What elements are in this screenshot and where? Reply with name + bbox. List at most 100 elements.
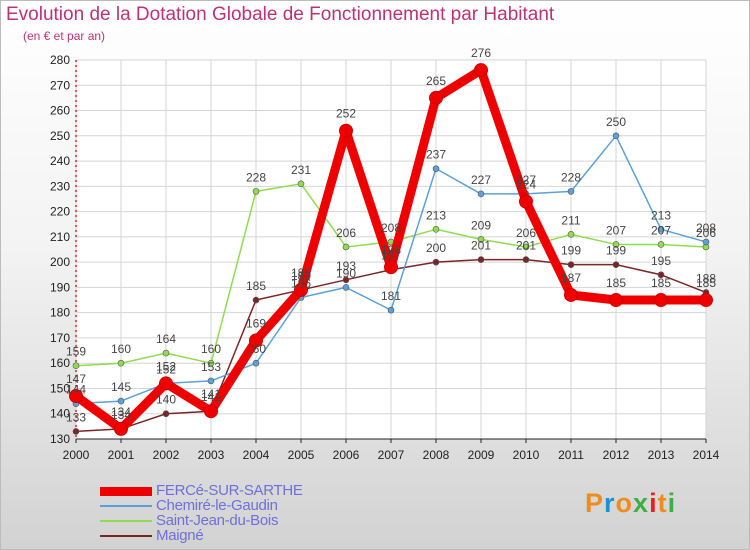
logo-letter: x (633, 488, 650, 518)
x-tick-label: 2003 (198, 448, 225, 462)
x-tick-label: 2007 (378, 448, 405, 462)
x-tick-label: 2001 (108, 448, 135, 462)
data-point (612, 241, 620, 248)
data-label: 209 (471, 218, 491, 232)
data-label: 160 (201, 342, 221, 356)
x-tick-label: 2014 (693, 448, 720, 462)
x-tick-label: 2012 (603, 448, 630, 462)
data-point (249, 333, 263, 348)
x-tick-label: 2005 (288, 448, 315, 462)
data-label: 206 (336, 226, 356, 240)
data-point (297, 180, 305, 188)
x-tick-label: 2011 (558, 448, 584, 462)
data-point (654, 293, 668, 308)
data-label: 193 (336, 259, 356, 273)
data-label: 134 (111, 408, 131, 422)
x-tick-label: 2002 (153, 448, 180, 462)
data-point (432, 225, 440, 233)
logo-letter: o (615, 488, 634, 518)
data-label: 140 (156, 393, 176, 407)
data-label: 181 (381, 289, 401, 303)
data-point (657, 241, 665, 248)
data-label: 206 (696, 226, 716, 240)
data-point (252, 188, 260, 195)
data-point (522, 243, 530, 251)
series-Saint-Jean-du-Bois (72, 180, 710, 370)
data-point (162, 349, 170, 357)
y-tick-label: 180 (50, 306, 70, 320)
data-label: 252 (336, 107, 356, 121)
data-label: 159 (66, 345, 86, 359)
x-tick-label: 2010 (513, 448, 540, 462)
data-point (117, 359, 125, 367)
logo-letter: P (585, 488, 605, 518)
y-tick-label: 260 (50, 104, 70, 118)
data-point (342, 284, 350, 291)
data-point (339, 123, 353, 138)
y-tick-label: 220 (50, 205, 70, 219)
data-label: 213 (651, 208, 671, 222)
chart-subtitle: (en € et par an) (23, 29, 106, 43)
data-point (429, 90, 443, 105)
y-tick-label: 200 (50, 255, 70, 269)
data-point (342, 276, 350, 284)
data-label: 144 (66, 383, 86, 397)
data-point (564, 287, 578, 302)
logo-letter: r (604, 488, 616, 518)
data-label: 160 (111, 342, 131, 356)
legend-swatch (100, 486, 152, 496)
data-point (609, 293, 623, 308)
x-tick-label: 2004 (243, 448, 270, 462)
data-label: 134 (111, 405, 131, 419)
data-label: 198 (381, 243, 401, 257)
logo-letter: i (649, 488, 658, 518)
data-point (342, 243, 350, 251)
data-point (207, 377, 215, 385)
legend-label: Saint-Jean-du-Bois (156, 512, 279, 529)
y-tick-label: 150 (50, 381, 70, 395)
data-label: 164 (156, 332, 176, 346)
y-tick-label: 250 (50, 129, 70, 143)
legend-swatch (100, 505, 152, 507)
data-label: 141 (201, 387, 221, 401)
data-point (519, 194, 533, 209)
data-point (567, 231, 575, 238)
data-label: 147 (66, 372, 86, 386)
data-label: 231 (291, 163, 311, 177)
data-point (384, 260, 398, 275)
data-label: 160 (246, 342, 266, 356)
data-label: 199 (561, 244, 581, 258)
data-point (207, 359, 215, 367)
data-point (294, 282, 308, 297)
data-label: 265 (426, 74, 446, 88)
data-point (252, 296, 260, 304)
data-point (252, 359, 260, 367)
x-tick-label: 2000 (63, 448, 90, 462)
data-point (432, 165, 440, 172)
data-label: 185 (606, 276, 626, 290)
data-point (477, 190, 485, 198)
x-tick-label: 2009 (468, 448, 495, 462)
data-label: 152 (156, 362, 176, 376)
data-label: 185 (246, 279, 266, 293)
data-point (657, 225, 665, 233)
legend-swatch (100, 520, 152, 522)
proxiti-logo: Proxiti (585, 488, 676, 519)
y-tick-label: 140 (50, 407, 70, 421)
legend-swatch (100, 535, 152, 537)
data-label: 153 (201, 360, 221, 374)
series-FERCé-SUR-SARTHE (69, 63, 713, 436)
data-label: 133 (66, 410, 86, 424)
y-tick-label: 210 (50, 230, 70, 244)
data-label: 208 (381, 221, 401, 235)
data-label: 224 (516, 177, 536, 191)
data-point (477, 236, 485, 243)
data-label: 237 (426, 148, 446, 162)
data-label: 228 (561, 170, 581, 184)
y-tick-label: 190 (50, 280, 70, 294)
data-label: 276 (471, 46, 491, 60)
logo-letter: i (667, 488, 677, 518)
data-point (699, 293, 713, 308)
data-point (159, 376, 173, 391)
